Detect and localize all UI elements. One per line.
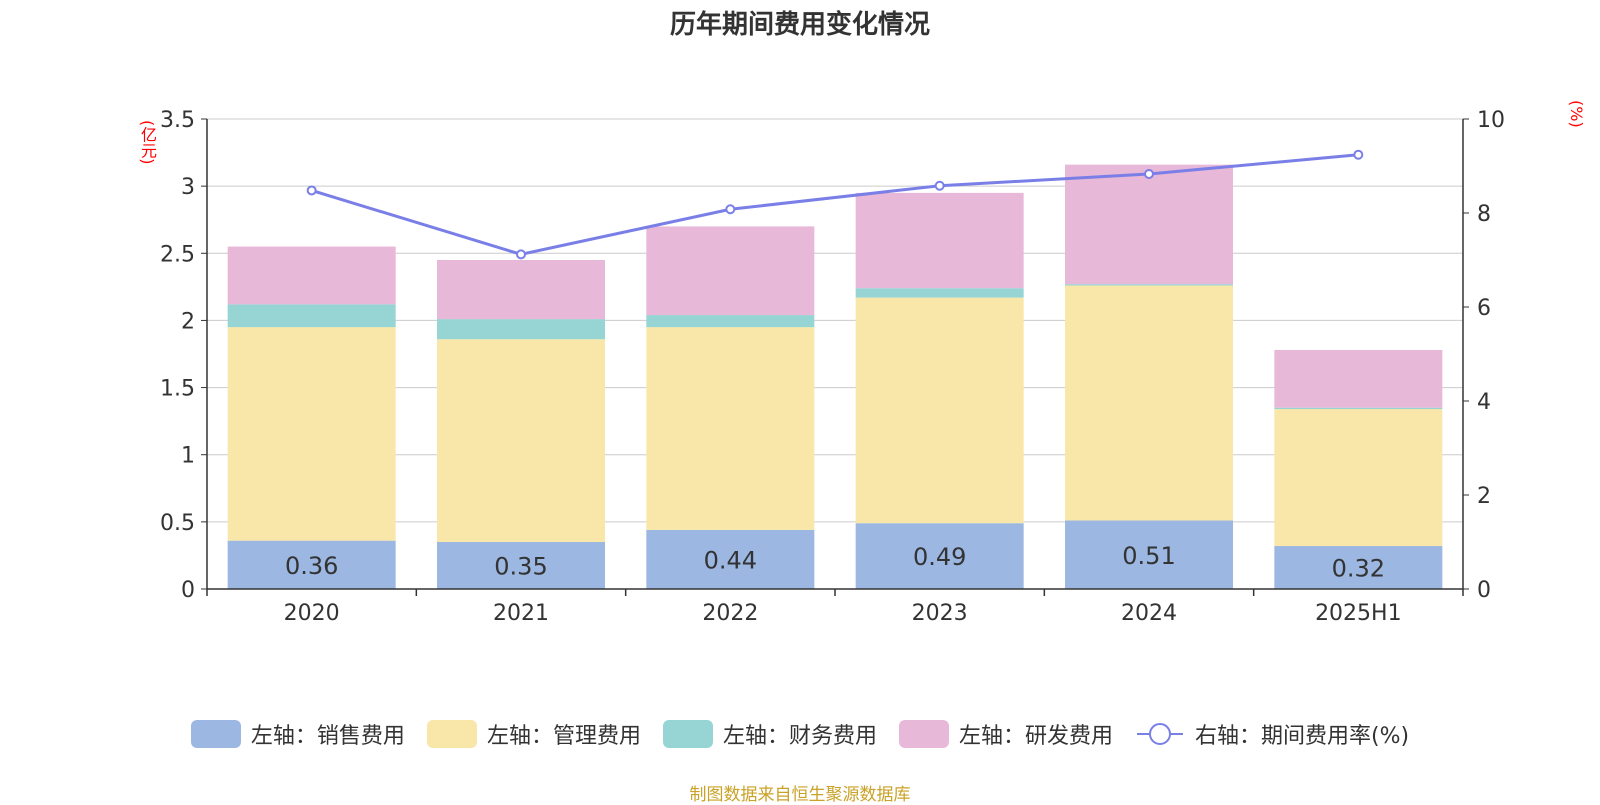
bar-segment [1274, 409, 1443, 547]
bar-data-label: 0.35 [494, 553, 547, 581]
left-axis-tick-label: 0 [181, 578, 195, 603]
bar-segment [646, 529, 815, 589]
bar-segment [646, 315, 815, 328]
left-axis-tick-label: 3 [181, 175, 195, 200]
bar-segment [227, 327, 396, 541]
x-axis-tick-label: 2022 [702, 601, 758, 626]
legend-item-finance[interactable]: 左轴：财务费用 [662, 718, 877, 750]
legend-label-admin: 左轴：管理费用 [486, 724, 641, 749]
bar-data-label: 0.51 [1122, 542, 1175, 570]
left-axis-tick-label: 0.5 [160, 511, 195, 536]
left-axis-unit: (亿元) [138, 120, 157, 165]
bar-segment [227, 304, 396, 328]
bar-segment [437, 542, 605, 589]
legend-item-admin[interactable]: 左轴：管理费用 [426, 718, 641, 750]
bar-segment [1065, 164, 1233, 285]
bar-data-label: 0.32 [1332, 555, 1385, 583]
right-axis-tick-label: 2 [1477, 484, 1491, 509]
bar-segment [855, 297, 1024, 524]
left-axis-tick-label: 2 [181, 309, 195, 334]
right-axis-tick-label: 10 [1477, 108, 1505, 133]
legend-label-sales: 左轴：销售费用 [250, 724, 405, 749]
bar-segment [227, 540, 396, 589]
x-axis-tick-label: 2023 [912, 601, 968, 626]
bar-segment [1065, 285, 1233, 521]
legend-item-rate[interactable]: 右轴：期间费用率(%) [1135, 718, 1409, 750]
legend-label-rate: 右轴：期间费用率(%) [1194, 724, 1410, 749]
source-note: 制图数据来自恒生聚源数据库 [689, 785, 911, 805]
left-axis-tick-label: 2.5 [160, 242, 195, 267]
bar-segment [1274, 407, 1443, 410]
legend-item-rnd[interactable]: 左轴：研发费用 [898, 718, 1113, 750]
legend-label-rnd: 左轴：研发费用 [958, 724, 1113, 749]
rate-line-point [306, 185, 317, 196]
rate-line-point [516, 249, 526, 260]
bar-segment [1065, 520, 1233, 589]
bar-data-label: 0.36 [285, 552, 338, 580]
bar-data-label: 0.49 [913, 543, 966, 571]
bar-segment [1274, 546, 1443, 589]
x-axis-tick-label: 2025H1 [1315, 601, 1402, 626]
bars [227, 164, 1443, 589]
right-axis-tick-label: 0 [1477, 578, 1491, 603]
left-axis-tick-label: 1.5 [160, 377, 195, 402]
legend-swatch-admin [426, 720, 477, 748]
legend-swatch-rnd [898, 720, 949, 748]
rate-line-point [1144, 168, 1154, 179]
gridlines [207, 118, 1463, 523]
data-labels: 0.36 0.35 0.44 0.49 0.51 0.32 [285, 542, 1385, 583]
chart-title: 历年期间费用变化情况 [669, 10, 930, 40]
rate-line-path [311, 153, 1359, 256]
x-axis-tick-label: 2021 [493, 601, 549, 626]
rate-line [306, 149, 1364, 260]
bar-segment [437, 339, 605, 542]
left-axis-tick-label: 1 [181, 444, 195, 469]
legend-item-sales[interactable]: 左轴：销售费用 [190, 718, 405, 750]
rate-line-point [934, 180, 945, 191]
rate-line-point [1353, 149, 1364, 160]
left-axis-tick-label: 3.5 [160, 108, 195, 133]
x-axis-tick-label: 2020 [284, 601, 340, 626]
bar-segment [437, 319, 605, 340]
bar-segment [1274, 349, 1443, 408]
legend-label-finance: 左轴：财务费用 [722, 724, 877, 749]
bar-segment [855, 288, 1024, 298]
bar-segment [1065, 284, 1233, 286]
bar-segment [437, 260, 605, 320]
bar-segment [227, 246, 396, 305]
legend-swatch-finance [662, 720, 713, 748]
bar-segment [855, 523, 1024, 589]
legend-line-circle-icon [1136, 723, 1183, 745]
right-axis-tick-label: 4 [1477, 390, 1491, 415]
bar-segment [646, 327, 815, 530]
bar-segment [855, 192, 1024, 289]
right-axis-unit: (%) [1567, 100, 1586, 128]
right-axis-tick-label: 6 [1477, 296, 1491, 321]
x-axis-tick-label: 2024 [1121, 601, 1177, 626]
rate-line-point [725, 204, 736, 215]
legend: 左轴：销售费用 左轴：管理费用 左轴：财务费用 左轴：研发费用 右轴：期间费用率… [0, 718, 1600, 750]
bar-segment [646, 226, 815, 316]
right-axis-tick-label: 8 [1477, 202, 1491, 227]
legend-swatch-sales [190, 720, 241, 748]
bar-data-label: 0.44 [704, 546, 757, 574]
